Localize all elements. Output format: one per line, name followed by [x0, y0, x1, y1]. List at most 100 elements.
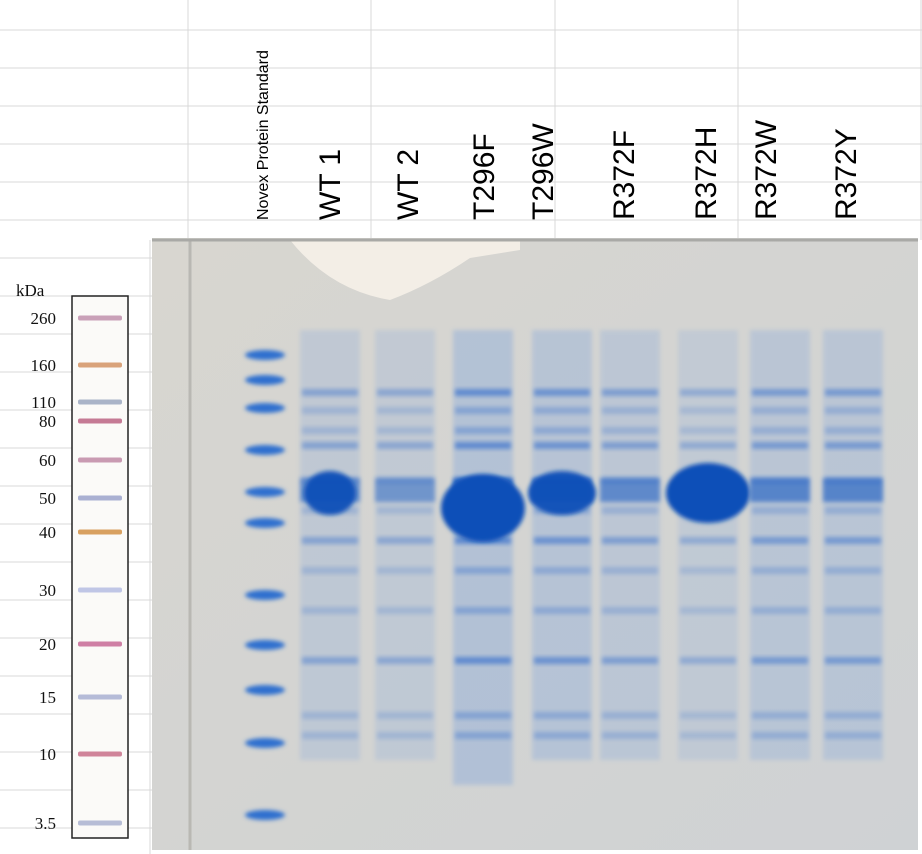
protein-band — [680, 442, 736, 449]
protein-band — [302, 442, 358, 449]
marker-band — [245, 810, 285, 820]
protein-band — [602, 657, 658, 664]
marker-band — [245, 375, 285, 385]
kda-label: 160 — [31, 356, 57, 375]
protein-band — [600, 478, 660, 502]
ladder-band — [78, 418, 122, 424]
protein-band — [602, 567, 658, 574]
ladder-band — [78, 694, 122, 700]
protein-band — [602, 427, 658, 434]
protein-band — [825, 732, 881, 739]
ladder-band — [78, 641, 122, 647]
protein-band — [377, 537, 433, 544]
lane-smear — [300, 330, 360, 760]
kda-label: 260 — [31, 309, 57, 328]
protein-band — [377, 507, 433, 514]
lane-smear — [600, 330, 660, 760]
protein-band — [534, 657, 590, 664]
protein-band — [752, 537, 808, 544]
protein-band — [680, 427, 736, 434]
lane-smear — [532, 330, 592, 760]
protein-band — [752, 507, 808, 514]
kda-label: 10 — [39, 745, 56, 764]
lane-label: R372F — [608, 130, 641, 220]
protein-band — [752, 407, 808, 414]
protein-band — [602, 442, 658, 449]
ladder-band — [78, 457, 122, 463]
protein-band — [680, 712, 736, 719]
ladder-band — [78, 587, 122, 593]
protein-band — [825, 427, 881, 434]
protein-band — [602, 389, 658, 396]
ladder-band — [78, 315, 122, 321]
protein-band — [825, 389, 881, 396]
lane-smear — [823, 330, 883, 760]
protein-band — [825, 567, 881, 574]
overexpressed-band — [528, 471, 596, 515]
protein-band — [455, 657, 511, 664]
protein-band — [455, 712, 511, 719]
protein-band — [602, 607, 658, 614]
lane-smear — [750, 330, 810, 760]
protein-band — [825, 607, 881, 614]
protein-band — [377, 567, 433, 574]
protein-band — [680, 732, 736, 739]
overexpressed-band — [304, 471, 356, 515]
protein-band — [680, 657, 736, 664]
protein-band — [302, 607, 358, 614]
kda-label: 60 — [39, 451, 56, 470]
protein-band — [825, 537, 881, 544]
kda-label: 20 — [39, 635, 56, 654]
protein-band — [680, 607, 736, 614]
lane-label: R372W — [750, 119, 783, 220]
kda-label: 50 — [39, 489, 56, 508]
protein-band — [680, 537, 736, 544]
protein-band — [602, 537, 658, 544]
protein-band — [455, 567, 511, 574]
lane-label: R372Y — [830, 128, 863, 220]
protein-band — [377, 712, 433, 719]
protein-band — [752, 712, 808, 719]
lane-smear — [375, 330, 435, 760]
protein-band — [534, 407, 590, 414]
protein-band — [602, 407, 658, 414]
protein-band — [302, 712, 358, 719]
marker-band — [245, 350, 285, 360]
unit-label: kDa — [16, 281, 45, 300]
marker-band — [245, 518, 285, 528]
protein-band — [534, 607, 590, 614]
protein-band — [377, 389, 433, 396]
lane-label: WT 2 — [392, 149, 425, 220]
protein-band — [534, 537, 590, 544]
protein-band — [377, 442, 433, 449]
marker-band — [245, 685, 285, 695]
protein-band — [750, 478, 810, 502]
lane-label: T296W — [527, 123, 560, 220]
protein-band — [825, 712, 881, 719]
marker-band — [245, 487, 285, 497]
ladder-band — [78, 820, 122, 826]
protein-band — [534, 427, 590, 434]
lane-label: T296F — [468, 133, 501, 220]
marker-band — [245, 738, 285, 748]
protein-band — [752, 427, 808, 434]
protein-band — [534, 732, 590, 739]
ladder-image — [71, 295, 129, 839]
protein-band — [302, 389, 358, 396]
marker-band — [245, 640, 285, 650]
protein-band — [455, 389, 511, 396]
protein-band — [302, 732, 358, 739]
kda-label: 3.5 — [35, 814, 56, 833]
protein-band — [825, 407, 881, 414]
protein-band — [302, 657, 358, 664]
protein-band — [455, 442, 511, 449]
kda-label: 80 — [39, 412, 56, 431]
protein-band — [825, 507, 881, 514]
protein-band — [752, 567, 808, 574]
marker-band — [245, 445, 285, 455]
lane-smear — [678, 330, 738, 760]
protein-band — [752, 607, 808, 614]
protein-band — [680, 567, 736, 574]
